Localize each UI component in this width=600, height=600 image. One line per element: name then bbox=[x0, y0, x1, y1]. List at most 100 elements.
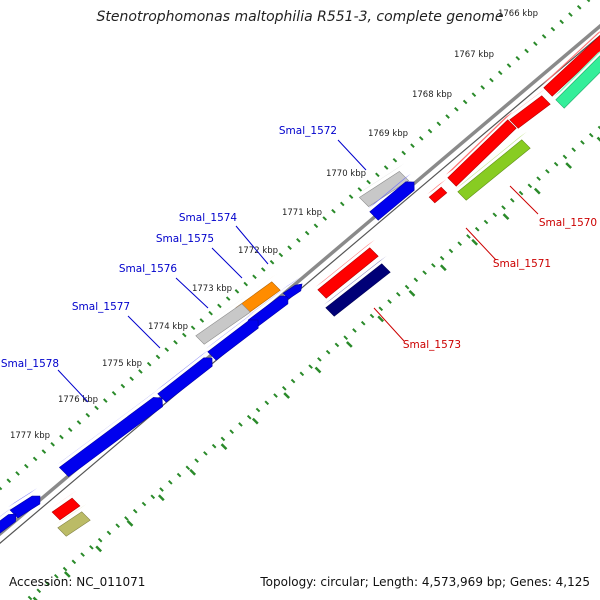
tick-mark bbox=[67, 427, 73, 433]
tick-mark bbox=[229, 429, 234, 434]
gene-bar-lime bbox=[455, 131, 531, 201]
tick-mark bbox=[220, 443, 228, 451]
gene-bar-top-face bbox=[205, 311, 255, 349]
scale-label: 1766 kbp bbox=[498, 9, 538, 19]
tick-mark bbox=[576, 4, 582, 10]
tick-mark bbox=[410, 143, 415, 148]
gene-bar-red-2 bbox=[507, 87, 551, 129]
tick-mark bbox=[445, 114, 450, 119]
tick-mark bbox=[343, 335, 348, 340]
tick-mark bbox=[348, 194, 354, 199]
tick-mark bbox=[462, 99, 468, 105]
gene-label: Smal_1574 bbox=[179, 212, 238, 224]
gene-bar-face bbox=[457, 139, 531, 201]
tick-mark bbox=[85, 412, 91, 418]
tick-mark bbox=[304, 230, 310, 236]
tick-mark bbox=[418, 136, 424, 141]
tick-mark bbox=[124, 516, 129, 521]
backbone-line-shadow bbox=[0, 34, 600, 544]
scale-label: 1775 kbp bbox=[102, 359, 142, 369]
callout-leader-line bbox=[509, 185, 539, 215]
tick-mark bbox=[120, 383, 126, 389]
tick-mark bbox=[71, 559, 77, 565]
tick-mark bbox=[422, 270, 427, 275]
tick-mark bbox=[502, 213, 510, 221]
gene-bar-top-face bbox=[233, 273, 277, 305]
tick-mark bbox=[211, 443, 217, 449]
gene-bar-smal-1578 bbox=[57, 389, 163, 477]
tick-mark bbox=[313, 223, 319, 229]
gene-bar-blue-edge-2 bbox=[0, 506, 17, 534]
tick-mark bbox=[208, 310, 213, 316]
tick-mark bbox=[185, 465, 191, 471]
gene-bar-top-face bbox=[445, 111, 513, 175]
tick-mark bbox=[27, 595, 33, 600]
tick-mark bbox=[568, 12, 573, 17]
tick-mark bbox=[95, 545, 103, 553]
scale-label: 1776 kbp bbox=[58, 395, 98, 405]
gene-bar-red-small bbox=[427, 179, 448, 204]
tick-mark bbox=[325, 349, 331, 355]
gene-label: Smal_1578 bbox=[1, 358, 59, 370]
tick-mark bbox=[454, 106, 459, 112]
tick-mark bbox=[501, 205, 506, 210]
scale-label: 1770 kbp bbox=[326, 169, 366, 179]
tick-mark bbox=[392, 157, 398, 163]
tick-mark bbox=[497, 70, 503, 76]
gene-bar-top-face bbox=[57, 389, 159, 465]
tick-mark bbox=[474, 226, 480, 232]
tick-mark bbox=[377, 315, 385, 323]
tick-mark bbox=[439, 255, 445, 261]
gene-bar-top-face bbox=[50, 490, 78, 510]
tick-mark bbox=[378, 306, 384, 312]
gene-bar-face bbox=[157, 357, 213, 403]
callout-leader-line bbox=[211, 247, 243, 279]
tick-mark bbox=[431, 263, 436, 268]
tick-mark bbox=[466, 234, 471, 239]
tick-mark bbox=[246, 414, 252, 420]
tick-mark bbox=[50, 442, 55, 447]
tick-mark bbox=[308, 364, 313, 369]
tick-mark bbox=[562, 154, 568, 160]
tick-mark bbox=[157, 494, 165, 502]
tick-mark bbox=[541, 34, 547, 39]
tick-mark bbox=[480, 85, 485, 90]
tick-mark bbox=[439, 264, 447, 272]
tick-mark bbox=[189, 468, 197, 476]
tick-mark bbox=[559, 19, 564, 25]
gene-layer bbox=[0, 31, 600, 537]
scale-label: 1769 kbp bbox=[368, 129, 408, 139]
tick-mark bbox=[273, 393, 278, 398]
gene-label: Smal_1571 bbox=[493, 258, 551, 270]
tick-mark bbox=[413, 277, 419, 283]
tick-mark bbox=[322, 216, 328, 221]
tick-mark bbox=[89, 545, 94, 550]
tick-mark bbox=[396, 292, 401, 297]
tick-mark bbox=[518, 190, 524, 196]
tick-mark bbox=[290, 378, 296, 384]
callout-smal-1573: Smal_1573 bbox=[373, 307, 461, 351]
gene-bar-face bbox=[207, 319, 259, 361]
gene-bar-smal-1571 bbox=[445, 111, 517, 187]
tick-mark bbox=[588, 132, 594, 138]
gene-bar-face bbox=[358, 171, 410, 207]
gene-bar-top-face bbox=[553, 51, 600, 97]
gene-bar-top-face bbox=[507, 87, 547, 117]
scale-label: 1771 kbp bbox=[282, 208, 322, 218]
tick-mark bbox=[457, 241, 462, 246]
tick-mark bbox=[146, 361, 152, 367]
gene-bar-face bbox=[195, 303, 251, 345]
tick-mark bbox=[260, 267, 266, 272]
tick-mark bbox=[97, 537, 103, 543]
tick-mark bbox=[155, 354, 161, 360]
tick-mark bbox=[283, 392, 291, 399]
tick-mark bbox=[571, 147, 576, 152]
gene-bar-top-face bbox=[8, 488, 38, 508]
gene-bar-smal-1577 bbox=[155, 349, 213, 403]
gene-label: Smal_1577 bbox=[72, 301, 130, 313]
tick-mark bbox=[427, 128, 433, 134]
callout-layer: Smal_1570 Smal_1571 Smal_1572 Smal_1573 Smal… bbox=[1, 125, 597, 403]
tick-mark bbox=[45, 581, 50, 586]
tick-mark bbox=[103, 398, 108, 403]
